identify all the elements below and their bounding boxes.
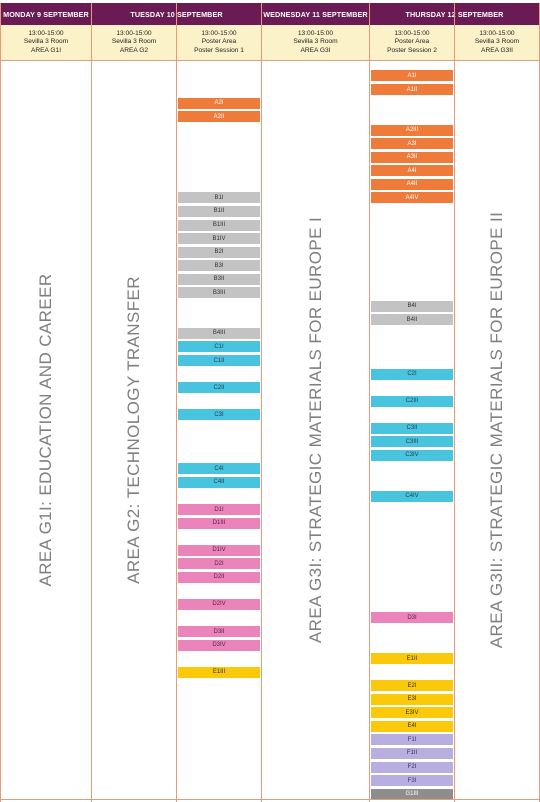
grid-line [91,3,92,802]
column-header-g3ii: 13:00-15:00 Sevilla 3 Room AREA G3II [455,25,539,60]
poster-slot-c4iv: C4IV [371,490,453,502]
area-column-g2: AREA G2: TECHNOLOGY TRANSFER [92,60,176,800]
poster-slot-c3iv: C3IV [371,449,453,461]
column-room: Sevilla 3 Room [293,38,338,46]
poster-slot-c2ii: C2II [178,382,260,394]
poster-slot-a4ii: A4II [371,178,453,190]
poster-slot-f3i: F3I [371,775,453,787]
column-area: AREA G1I [30,46,62,54]
grid-line [261,3,262,802]
poster-slot-a3i: A3I [371,138,453,150]
poster-slot-a2i: A2I [178,97,260,109]
area-column-g3ii: AREA G3II: STRATEGIC MATERIALS FOR EUROP… [455,60,539,800]
poster-slot-b3iii: B3III [178,287,260,299]
poster-slot-a2ii: A2II [178,111,260,123]
poster-slot-f1ii: F1II [371,747,453,759]
poster-slot-b2i: B2I [178,246,260,258]
grid-line [176,3,177,802]
poster-slot-b1iii: B1III [178,219,260,231]
area-title-g2: AREA G2: TECHNOLOGY TRANSFER [124,276,143,584]
poster-slot-c3i: C3I [178,409,260,421]
day-header-wednesday: WEDNESDAY 11 SEPTEMBER [262,3,369,25]
poster-session-2: A1I A1II A2III A3I A3II A4I A4II A4IV B4I B4II C2I… [370,0,454,802]
poster-slot-f1i: F1I [371,734,453,746]
column-area: Poster Session 2 [387,46,437,54]
poster-slot-c1ii: C1II [178,355,260,366]
day-header-monday: MONDAY 9 SEPTEMBER [1,3,91,25]
column-header-g2: 13:00-15:00 Sevilla 3 Room AREA G2 [92,25,176,60]
poster-slot-d1iv: D1IV [178,544,260,556]
column-room: Poster Area [394,38,430,46]
poster-slot-g1iii: G1III [371,788,453,800]
column-time: 13:00-15:00 [116,30,152,38]
column-time: 13:00-15:00 [479,30,515,38]
column-header-poster-2: 13:00-15:00 Poster Area Poster Session 2 [370,25,454,60]
grid-line [1,60,539,61]
poster-slot-b1i: B1I [178,192,260,204]
grid-line [369,3,370,802]
column-header-g3i: 13:00-15:00 Sevilla 3 Room AREA G3I [262,25,369,60]
poster-slot-c3iii: C3III [371,436,453,448]
poster-slot-c2i: C2I [371,368,453,380]
poster-slot-a2iii: A2III [371,124,453,136]
column-header-g1i: 13:00-15:00 Sevilla 3 Room AREA G1I [1,25,91,60]
column-time: 13:00-15:00 [28,30,64,38]
poster-slot-a1ii: A1II [371,84,453,95]
column-area: AREA G3I [300,46,331,54]
grid-line [1,799,539,800]
column-time: 13:00-15:00 [297,30,334,38]
poster-slot-e3iv: E3IV [371,707,453,719]
poster-slot-d3i: D3I [371,612,453,624]
area-title-g3i: AREA G3I: STRATEGIC MATERIALS FOR EUROPE… [305,216,325,644]
poster-slot-d3ii: D3II [178,626,260,637]
column-room: Sevilla 3 Room [474,38,520,46]
poster-slot-a4iv: A4IV [371,192,453,204]
poster-slot-c4ii: C4II [178,476,260,488]
column-room: Sevilla 3 Room [23,38,69,46]
poster-slot-a4i: A4I [371,165,453,177]
poster-slot-b3i: B3I [178,260,260,272]
poster-slot-b1iv: B1IV [178,233,260,245]
poster-slot-b3ii: B3II [178,273,260,285]
area-column-g3i: AREA G3I: STRATEGIC MATERIALS FOR EUROPE… [262,60,369,800]
poster-slot-e4i: E4I [371,720,453,732]
poster-session-1: A2I A2II B1I B1II B1III B1IV B2I B3I B3II B3III B4… [177,0,261,802]
column-time: 13:00-15:00 [394,30,430,38]
area-title-g1i: AREA G1I: EDUCATION AND CAREER [36,273,55,587]
poster-slot-d1iii: D1III [178,517,260,529]
poster-slot-d3iv: D3IV [178,639,260,651]
poster-slot-c4i: C4I [178,463,260,475]
poster-slot-c3ii: C3II [371,422,453,434]
poster-slot-d2ii: D2II [178,571,260,583]
area-column-g1i: AREA G1I: EDUCATION AND CAREER [1,60,91,800]
column-room: Poster Area [201,38,237,46]
poster-slot-b1ii: B1II [178,205,260,217]
grid-line [0,3,1,802]
column-area: AREA G3II [481,46,513,54]
column-time: 13:00-15:00 [201,30,237,38]
poster-slot-e1ii: E1II [371,653,453,665]
poster-slot-b4ii: B4II [371,314,453,326]
poster-slot-d1i: D1I [178,504,260,516]
poster-slot-d2iv: D2IV [178,598,260,610]
column-area: Poster Session 1 [194,46,244,54]
poster-slot-c2iii: C2III [371,395,453,407]
poster-slot-c1i: C1I [178,341,260,353]
column-area: AREA G2 [119,46,149,54]
column-room: Sevilla 3 Room [111,38,157,46]
grid-line [454,3,455,802]
poster-slot-e1iii: E1III [178,666,260,678]
column-header-poster-1: 13:00-15:00 Poster Area Poster Session 1 [177,25,261,60]
poster-slot-b4iii: B4III [178,327,260,339]
poster-slot-a1i: A1I [371,70,453,82]
poster-slot-d2i: D2I [178,558,260,570]
poster-slot-e3i: E3I [371,693,453,705]
poster-slot-b4i: B4I [371,300,453,312]
area-title-g3ii: AREA G3II: STRATEGIC MATERIALS FOR EUROP… [487,211,506,649]
poster-slot-f2i: F2I [371,761,453,773]
poster-slot-e2i: E2I [371,680,453,692]
poster-slot-a3ii: A3II [371,151,453,163]
